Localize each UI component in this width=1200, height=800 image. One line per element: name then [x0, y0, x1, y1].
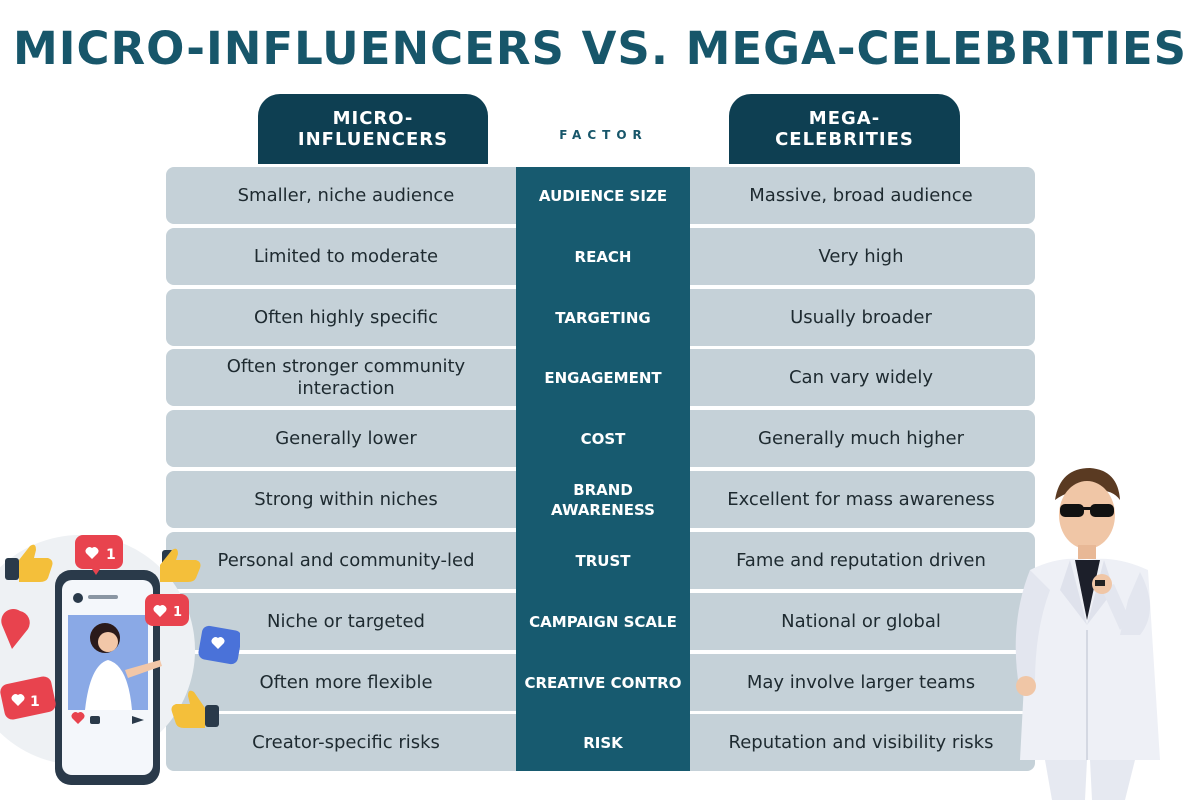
mega-cell: Fame and reputation driven: [736, 549, 986, 571]
micro-cell: Niche or targeted: [267, 610, 425, 632]
micro-cell: Often stronger community interaction: [226, 355, 466, 399]
thumbs-up-icon: [160, 548, 201, 582]
column-header-label: MEGA- CELEBRITIES: [775, 108, 914, 150]
micro-cell: Often more flexible: [259, 671, 433, 693]
heart-icon: [1, 608, 30, 649]
micro-cell: Strong within niches: [254, 488, 438, 510]
mega-cell: National or global: [781, 610, 941, 632]
mega-cell: Excellent for mass awareness: [727, 488, 995, 510]
watch-icon: [1095, 580, 1105, 586]
like-count: 1: [173, 605, 182, 620]
factor-cell: BRAND AWARENESS: [551, 480, 655, 519]
micro-cell: Personal and community-led: [217, 549, 475, 571]
column-header-factor: FACTOR: [559, 128, 648, 142]
column-header-mega-celebrities: MEGA- CELEBRITIES: [729, 94, 960, 164]
column-header-micro-influencers: MICRO- INFLUENCERS: [258, 94, 488, 164]
factor-cell: RISK: [583, 733, 623, 752]
factor-cell: CREATIVE CONTRO: [524, 673, 682, 692]
like-notification-badge: 1: [145, 594, 189, 626]
face: [1059, 481, 1115, 549]
mega-cell: Generally much higher: [758, 427, 964, 449]
thumbs-up-icon: [5, 544, 53, 582]
like-count: 1: [30, 694, 40, 710]
thumbs-up-icon: [171, 690, 219, 728]
phone-icon: [55, 570, 162, 785]
like-notification-badge: 1: [75, 535, 123, 575]
mega-cell: Reputation and visibility risks: [728, 731, 994, 753]
column-header-label: MICRO- INFLUENCERS: [297, 108, 449, 150]
factor-cell: TARGETING: [555, 308, 651, 327]
like-notification-badge: 1: [0, 676, 56, 720]
mega-cell: Very high: [818, 245, 904, 267]
mega-cell: May involve larger teams: [746, 671, 976, 693]
micro-cell: Often highly specific: [253, 306, 439, 328]
mega-cell: Usually broader: [790, 306, 932, 328]
factor-cell: AUDIENCE SIZE: [538, 186, 668, 205]
factor-cell: CAMPAIGN SCALE: [529, 612, 677, 631]
factor-cell: REACH: [574, 247, 632, 266]
like-count: 1: [106, 547, 116, 563]
heart-message-bubble-icon: [198, 625, 242, 665]
micro-cell: Creator-specific risks: [252, 731, 440, 753]
page-title: MICRO-INFLUENCERS VS. MEGA-CELEBRITIES: [12, 22, 1188, 75]
mega-cell: Can vary widely: [788, 366, 934, 388]
mega-cell: Massive, broad audience: [749, 184, 973, 206]
factor-cell: COST: [580, 429, 626, 448]
factor-cell: ENGAGEMENT: [544, 368, 662, 387]
factor-column: AUDIENCE SIZE REACH TARGETING ENGAGEMENT…: [516, 167, 690, 771]
sunglasses-icon: [1060, 504, 1114, 517]
micro-cell: Generally lower: [275, 427, 417, 449]
black-shirt: [1075, 560, 1100, 620]
micro-cell: Smaller, niche audience: [237, 184, 455, 206]
micro-cell: Limited to moderate: [253, 245, 439, 267]
social-media-phone-illustration: 1 1 1: [0, 520, 242, 800]
celebrity-man-illustration: [990, 460, 1200, 800]
factor-cell: TRUST: [575, 551, 631, 570]
